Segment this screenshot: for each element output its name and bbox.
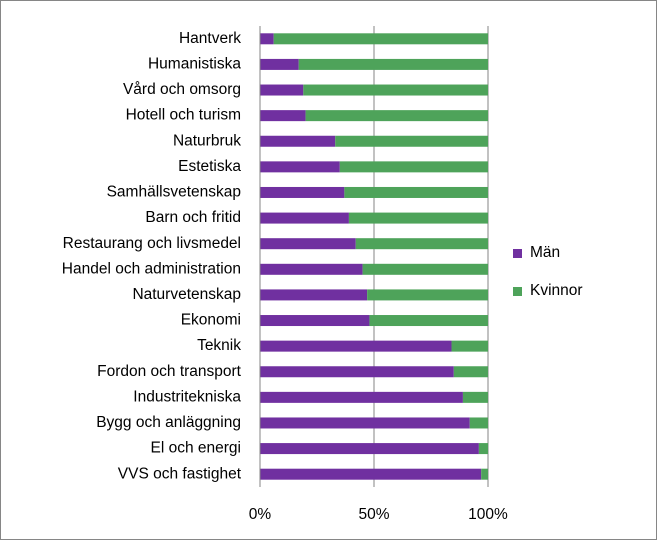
bar-segment <box>260 212 349 224</box>
y-tick-label: VVS och fastighet <box>118 465 242 482</box>
legend-swatch <box>513 249 522 258</box>
bar-segment <box>260 58 299 70</box>
y-tick-label: Restaurang och livsmedel <box>63 235 241 252</box>
bar-segment <box>260 391 463 403</box>
bar-segment <box>478 443 488 455</box>
y-tick-label: El och energi <box>151 440 241 457</box>
bar-segment <box>260 161 340 173</box>
bar-segment <box>453 366 488 378</box>
bar-segment <box>362 263 488 275</box>
x-tick-label: 0% <box>249 506 272 523</box>
bar-segment <box>339 161 488 173</box>
bar-segment <box>298 58 488 70</box>
y-tick-label: Bygg och anläggning <box>96 414 241 431</box>
bar-segment <box>348 212 488 224</box>
y-tick-label: Humanistiska <box>148 56 241 73</box>
legend-label: Män <box>530 244 560 261</box>
y-tick-label: Handel och administration <box>62 260 241 277</box>
y-tick-label: Naturvetenskap <box>132 286 241 303</box>
bar-segment <box>469 417 488 429</box>
bar-segment <box>367 289 488 301</box>
y-tick-label: Hantverk <box>179 30 241 47</box>
bar-segment <box>260 315 370 327</box>
bar-segment <box>260 33 274 45</box>
bar-segment <box>260 110 306 122</box>
y-tick-label: Estetiska <box>178 158 241 175</box>
bar-segment <box>260 443 479 455</box>
bar-segment <box>260 340 452 352</box>
bar-segment <box>260 238 356 250</box>
y-tick-label: Teknik <box>197 337 241 354</box>
y-tick-label: Vård och omsorg <box>123 81 241 98</box>
x-tick-label: 50% <box>358 506 389 523</box>
bar-segment <box>303 84 488 96</box>
bar-segment <box>305 110 488 122</box>
bar-segment <box>369 315 488 327</box>
bar-segment <box>260 84 304 96</box>
bar-segment <box>260 186 345 198</box>
bar-segment <box>260 417 470 429</box>
bar-segment <box>260 135 336 147</box>
bar-segment <box>355 238 488 250</box>
bar-segment <box>451 340 488 352</box>
bar-segment <box>260 263 363 275</box>
y-tick-label: Ekonomi <box>181 312 241 329</box>
bar-segment <box>273 33 488 45</box>
bar-segment <box>335 135 488 147</box>
y-tick-label: Barn och fritid <box>145 209 241 226</box>
bar-segment <box>481 468 488 480</box>
y-tick-label: Fordon och transport <box>97 363 242 380</box>
bar-segment <box>260 468 482 480</box>
y-tick-label: Naturbruk <box>173 132 241 149</box>
y-tick-label: Industritekniska <box>133 388 241 405</box>
legend-swatch <box>513 287 522 296</box>
y-tick-label: Hotell och turism <box>126 107 241 124</box>
x-tick-label: 100% <box>468 506 508 523</box>
bar-segment <box>260 366 454 378</box>
legend-label: Kvinnor <box>530 282 583 299</box>
bar-segment <box>462 391 488 403</box>
y-tick-label: Samhällsvetenskap <box>107 184 241 201</box>
bar-segment <box>260 289 368 301</box>
bar-segment <box>344 186 488 198</box>
